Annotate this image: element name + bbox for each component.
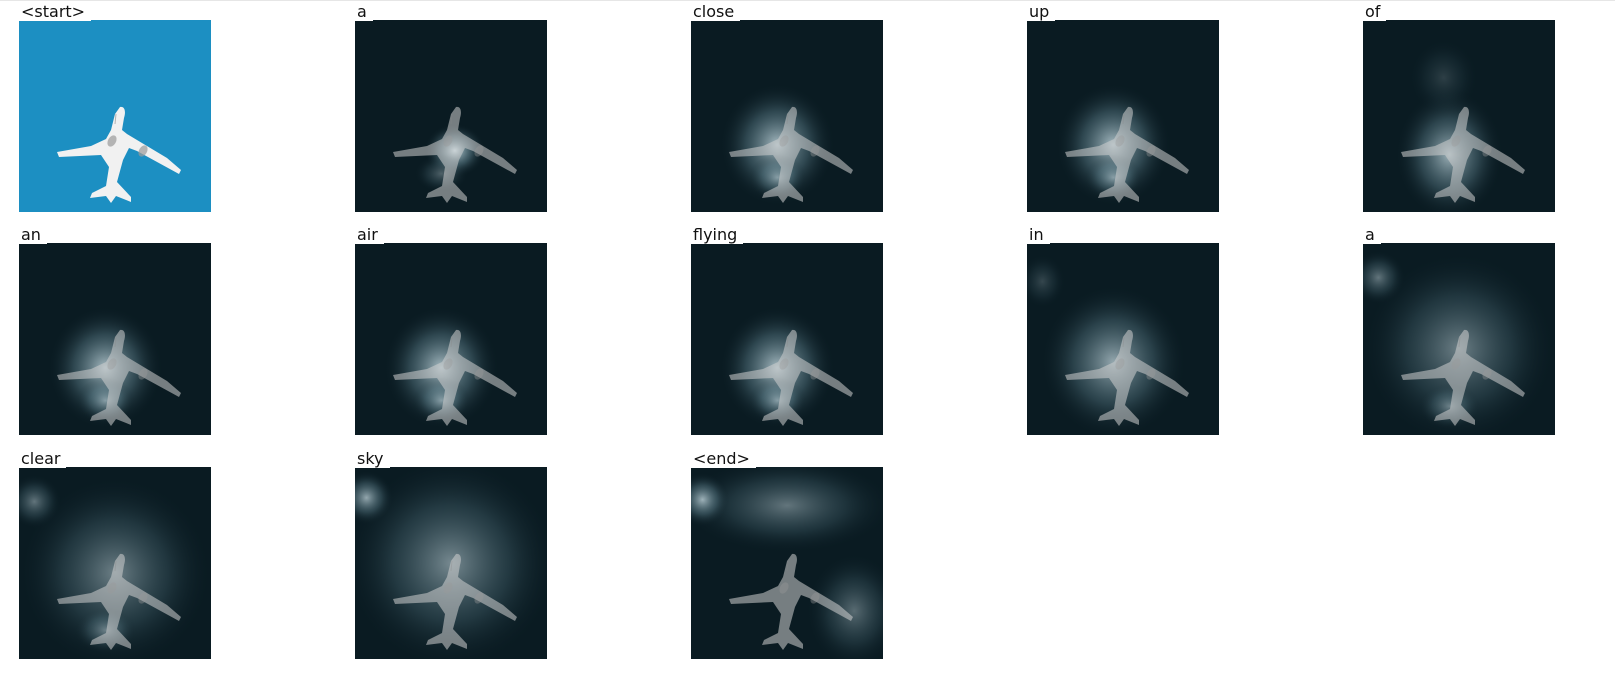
attention-cell: in bbox=[1027, 226, 1219, 441]
attention-cell: up bbox=[1027, 3, 1219, 218]
top-divider bbox=[0, 0, 1615, 1]
attention-cell: <start> bbox=[19, 3, 211, 218]
token-label: in bbox=[1027, 226, 1050, 244]
attention-cell: an bbox=[19, 226, 211, 441]
token-label: <start> bbox=[19, 3, 92, 21]
token-label: flying bbox=[691, 226, 744, 244]
token-label: <end> bbox=[691, 450, 756, 468]
attention-map bbox=[19, 467, 211, 659]
attention-map bbox=[1027, 20, 1219, 212]
attention-map bbox=[691, 467, 883, 659]
attention-grid: <start> a close bbox=[19, 3, 1579, 683]
attention-cell: close bbox=[691, 3, 883, 218]
attention-cell: of bbox=[1363, 3, 1555, 218]
token-label: an bbox=[19, 226, 47, 244]
attention-cell: <end> bbox=[691, 450, 883, 665]
attention-cell: a bbox=[355, 3, 547, 218]
attention-map bbox=[355, 20, 547, 212]
token-label: up bbox=[1027, 3, 1056, 21]
token-label: clear bbox=[19, 450, 67, 468]
token-label: close bbox=[691, 3, 741, 21]
attention-map bbox=[1363, 20, 1555, 212]
attention-map bbox=[691, 243, 883, 435]
token-label: air bbox=[355, 226, 384, 244]
attention-map bbox=[1027, 243, 1219, 435]
attention-map bbox=[19, 243, 211, 435]
attention-cell: clear bbox=[19, 450, 211, 665]
attention-cell: a bbox=[1363, 226, 1555, 441]
token-label: sky bbox=[355, 450, 390, 468]
attention-cell: flying bbox=[691, 226, 883, 441]
attention-map bbox=[355, 467, 547, 659]
attention-map bbox=[691, 20, 883, 212]
attention-cell: air bbox=[355, 226, 547, 441]
token-label: of bbox=[1363, 3, 1387, 21]
attention-cell: sky bbox=[355, 450, 547, 665]
attention-map bbox=[355, 243, 547, 435]
original-image bbox=[19, 20, 211, 212]
token-label: a bbox=[355, 3, 373, 21]
attention-map bbox=[1363, 243, 1555, 435]
token-label: a bbox=[1363, 226, 1381, 244]
